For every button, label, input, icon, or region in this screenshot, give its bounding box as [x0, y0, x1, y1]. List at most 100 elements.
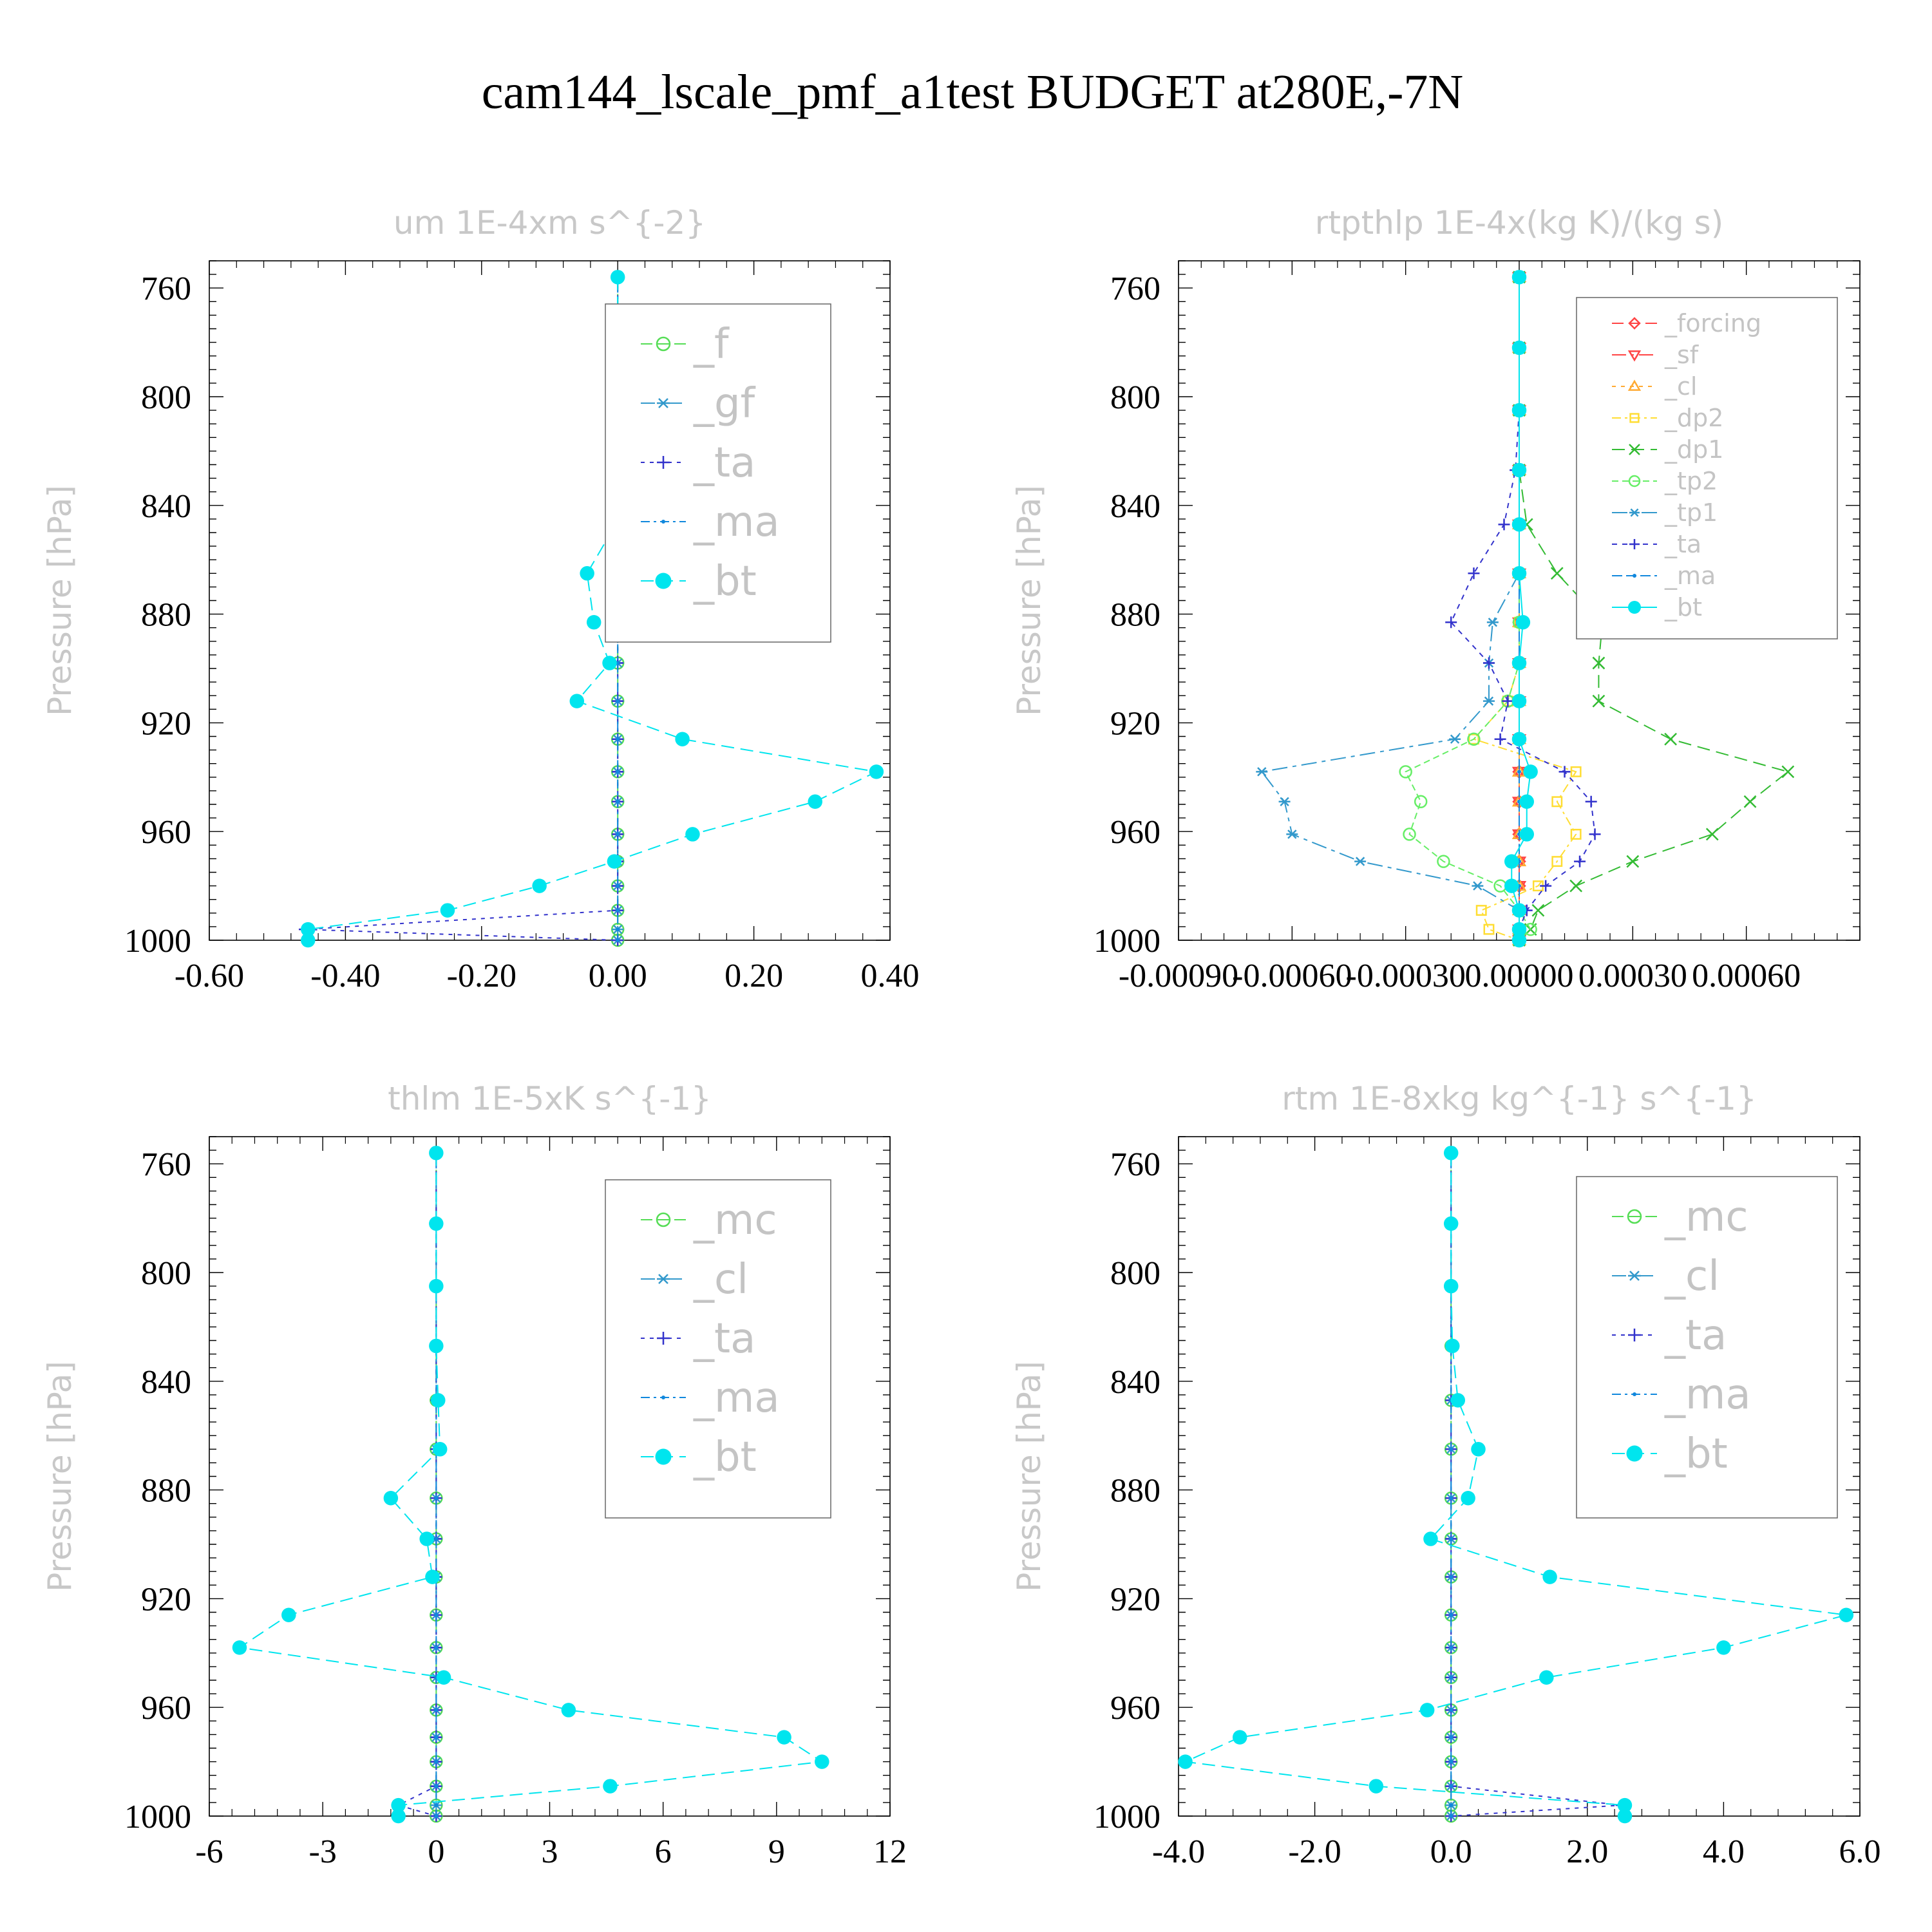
data-point: [1445, 1338, 1460, 1354]
legend-marker: [1627, 379, 1642, 391]
legend-label: _ta: [693, 439, 755, 487]
legend-marker: [1633, 574, 1636, 578]
x-tick-label: 0.00000: [1465, 958, 1574, 994]
data-point: [1551, 796, 1563, 808]
data-point: [434, 1814, 439, 1818]
data-point: [1511, 656, 1527, 670]
legend-item: _cl: [641, 1256, 748, 1303]
data-point: [1449, 1613, 1454, 1617]
data-point: [1570, 766, 1582, 777]
data-point: [1664, 732, 1677, 746]
series-bt: [232, 1146, 829, 1824]
legend-marker: [1629, 444, 1640, 455]
y-tick-label: 840: [1110, 488, 1160, 525]
series-line: [1405, 277, 1531, 941]
data-point: [1570, 828, 1582, 840]
series-ta: [298, 271, 624, 946]
y-tick-label: 920: [1110, 705, 1160, 742]
data-point: [1232, 1730, 1247, 1745]
data-point: [1494, 733, 1506, 745]
x-tick-label: 0.00060: [1692, 958, 1801, 994]
data-point: [1286, 829, 1298, 839]
data-point: [434, 1784, 439, 1788]
data-point: [436, 1670, 451, 1685]
legend-marker: [655, 1448, 672, 1465]
y-tick-label: 920: [141, 705, 191, 742]
legend-item: _cl: [1612, 372, 1697, 401]
data-point: [1519, 827, 1535, 842]
legend-item: _ta: [1612, 530, 1701, 558]
legend-marker: [1629, 413, 1640, 423]
data-point: [232, 1640, 247, 1655]
data-point: [391, 1808, 406, 1824]
data-point: [429, 1216, 444, 1231]
y-axis-label: Pressure [hPa]: [1010, 1361, 1048, 1592]
data-point: [1414, 795, 1428, 809]
x-tick-label: -6: [195, 1833, 223, 1870]
y-tick-label: 880: [1110, 1473, 1160, 1510]
legend: _forcing _sf _cl _dp2 _dp1 _tp2 _tp1 _ta _ma _bt: [1576, 297, 1838, 639]
legend-marker: [656, 1212, 671, 1227]
legend-item: _ma: [1612, 1371, 1751, 1419]
data-point: [429, 1338, 444, 1354]
legend-label: _forcing: [1664, 309, 1761, 337]
data-point: [1178, 1754, 1193, 1769]
data-point: [1542, 1569, 1557, 1584]
legend-marker: [1628, 317, 1641, 330]
x-tick-label: -2.0: [1288, 1833, 1341, 1870]
data-point: [1471, 1442, 1486, 1457]
series-line: [238, 1153, 824, 1816]
y-tick-label: 840: [1110, 1364, 1160, 1401]
legend-marker: [1627, 1209, 1642, 1224]
series-line: [1450, 277, 1596, 940]
panel-title: rtm 1E-8xkg kg^{-1} s^{-1}: [1282, 1080, 1757, 1117]
y-tick-label: 760: [1110, 1146, 1160, 1183]
data-point: [586, 615, 601, 630]
data-point: [434, 1496, 439, 1501]
y-tick-label: 800: [141, 1255, 191, 1292]
legend-marker: [1628, 601, 1641, 614]
data-point: [1498, 518, 1510, 531]
legend-label: _cl: [693, 1256, 748, 1303]
data-point: [616, 908, 620, 913]
data-point: [1705, 828, 1719, 841]
data-point: [610, 270, 625, 285]
legend-label: _ta: [693, 1315, 755, 1363]
x-tick-label: -0.00060: [1232, 958, 1352, 994]
data-point: [1531, 904, 1545, 917]
data-point: [301, 933, 316, 948]
legend-marker: [1629, 539, 1640, 549]
y-tick-label: 1000: [1094, 923, 1160, 960]
data-point: [1449, 1708, 1454, 1712]
x-tick-label: 3: [542, 1833, 558, 1870]
data-point: [616, 938, 620, 942]
x-tick-label: 0.40: [861, 958, 920, 994]
y-tick-label: 760: [141, 1146, 191, 1183]
data-point: [1403, 828, 1416, 841]
legend-item: _forcing: [1612, 309, 1761, 337]
legend-item: _dp1: [1612, 435, 1723, 464]
data-point: [1461, 1491, 1475, 1506]
data-point: [607, 854, 622, 869]
data-point: [1449, 1645, 1454, 1650]
x-tick-label: 2.0: [1566, 1833, 1608, 1870]
series-line: [1450, 1153, 1622, 1817]
data-point: [1517, 770, 1521, 774]
data-point: [425, 1569, 440, 1584]
data-point: [1449, 1496, 1454, 1501]
data-point: [616, 737, 620, 741]
data-point: [1483, 923, 1495, 935]
data-point: [1445, 616, 1457, 629]
data-point: [1523, 764, 1538, 779]
legend-item: _gf: [641, 380, 756, 428]
data-point: [1589, 828, 1601, 840]
legend-marker: [656, 336, 671, 352]
legend-label: _ma: [693, 1374, 780, 1422]
x-tick-label: 6: [655, 1833, 672, 1870]
data-point: [1743, 795, 1757, 808]
legend-item: _bt: [1612, 593, 1702, 621]
data-point: [1511, 566, 1527, 581]
data-point: [602, 656, 617, 670]
x-tick-label: 6.0: [1839, 1833, 1881, 1870]
data-point: [391, 1797, 406, 1813]
